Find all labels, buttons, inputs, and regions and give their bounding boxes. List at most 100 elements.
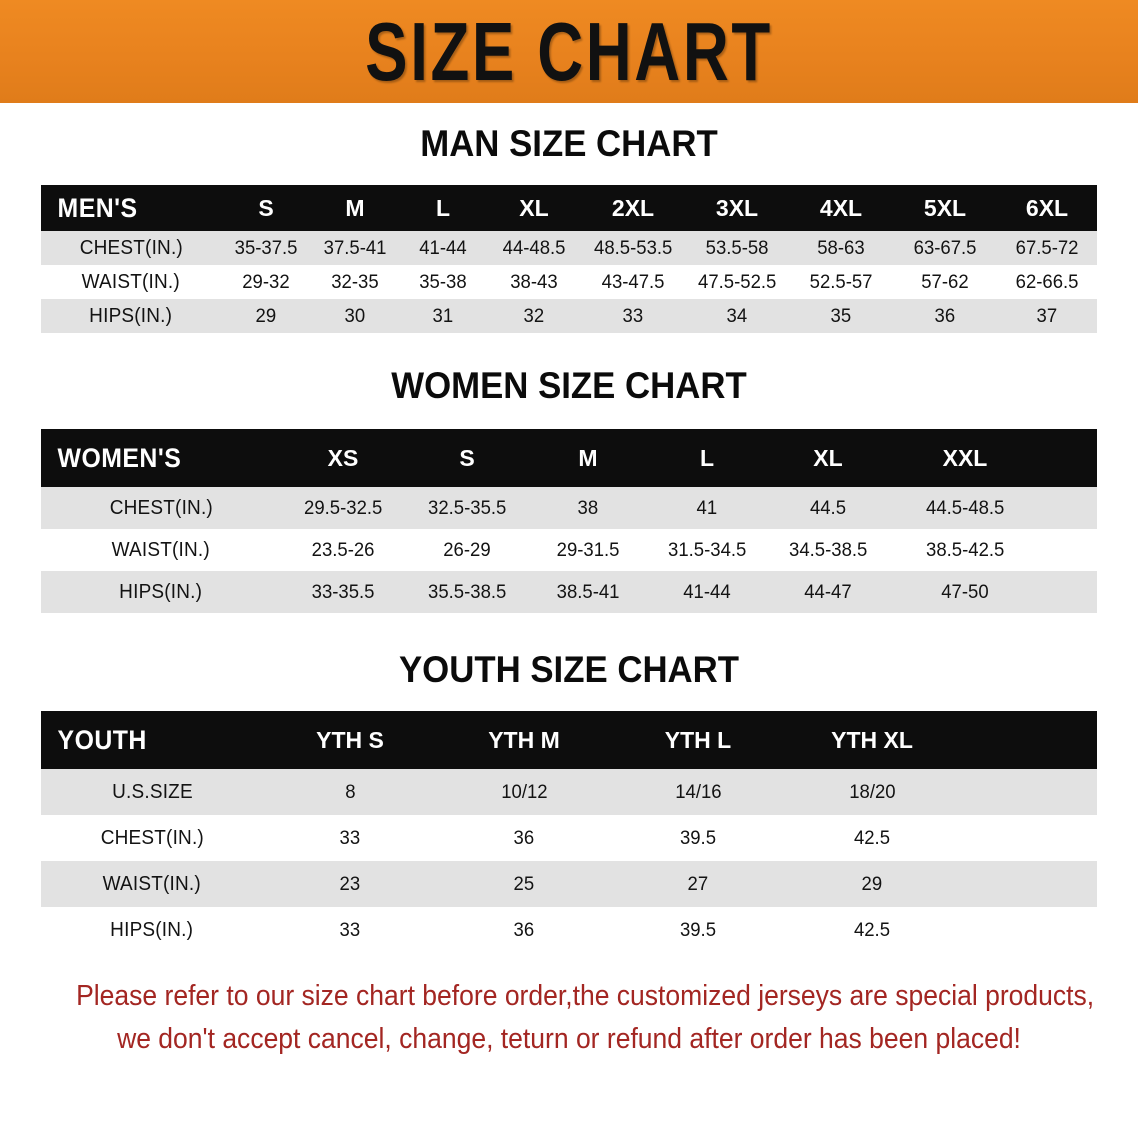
men-cell-value: 34 <box>726 304 748 327</box>
youth-cell: 18/20 <box>785 769 959 815</box>
youth-row-label-text: HIPS(IN.) <box>110 918 194 941</box>
women-cell-value: 26-29 <box>443 538 491 561</box>
women-row-label: CHEST(IN.) <box>41 487 281 529</box>
women-cell: 33-35.5 <box>281 571 405 613</box>
women-cell-value: 38 <box>577 496 599 519</box>
men-cell: 37.5-41 <box>311 231 399 265</box>
men-cell: 33 <box>581 299 685 333</box>
youth-cell-value: 33 <box>339 826 361 849</box>
men-cell: 32-35 <box>311 265 399 299</box>
men-cell-value: 62-66.5 <box>1015 270 1079 293</box>
youth-cell-value: 10/12 <box>500 780 548 803</box>
women-column-header: XXL <box>889 429 1041 487</box>
women-row-label: WAIST(IN.) <box>41 529 281 571</box>
women-cell: 41 <box>647 487 767 529</box>
men-cell-value: 57-62 <box>921 270 969 293</box>
men-cell: 47.5-52.5 <box>685 265 789 299</box>
men-cell: 29 <box>221 299 311 333</box>
men-cell-value: 48.5-53.5 <box>593 236 673 259</box>
men-column-header-text: L <box>435 194 451 221</box>
men-row-label-text: WAIST(IN.) <box>81 270 181 293</box>
men-cell: 52.5-57 <box>789 265 893 299</box>
youth-cell-spacer <box>959 769 1097 815</box>
youth-cell-value: 25 <box>513 872 535 895</box>
youth-size-table: YOUTH YTH S YTH M YTH L YTH XL U.S.SIZE 8 10/12… <box>41 711 1097 953</box>
youth-column-header: YTH M <box>437 711 611 769</box>
men-column-header-text: 6XL <box>1025 194 1069 221</box>
women-cell-value: 35.5-38.5 <box>427 580 507 603</box>
men-cell: 35-37.5 <box>221 231 311 265</box>
men-column-header-text: S <box>258 194 274 221</box>
men-row-label-text: HIPS(IN.) <box>89 304 173 327</box>
men-column-header: L <box>399 185 487 231</box>
youth-cell-value: 14/16 <box>674 780 722 803</box>
women-cell: 44.5-48.5 <box>889 487 1041 529</box>
women-column-header: S <box>405 429 529 487</box>
youth-cell: 42.5 <box>785 907 959 953</box>
men-cell-value: 36 <box>934 304 956 327</box>
women-column-header: L <box>647 429 767 487</box>
youth-cell: 23 <box>263 861 437 907</box>
youth-cell-value: 36 <box>513 918 535 941</box>
women-header-row: WOMEN'S XS S M L XL XXL <box>41 429 1097 487</box>
men-cell-value: 35 <box>830 304 852 327</box>
men-cell-value: 58-63 <box>817 236 865 259</box>
women-cell-value: 31.5-34.5 <box>667 538 747 561</box>
men-cell-value: 44-48.5 <box>502 236 566 259</box>
youth-cell: 14/16 <box>611 769 785 815</box>
men-cell: 31 <box>399 299 487 333</box>
men-column-header: S <box>221 185 311 231</box>
men-cell-value: 35-37.5 <box>234 236 298 259</box>
youth-row-label: WAIST(IN.) <box>41 861 263 907</box>
men-cell: 62-66.5 <box>997 265 1097 299</box>
youth-cell: 10/12 <box>437 769 611 815</box>
women-cell: 38 <box>529 487 647 529</box>
men-cell: 48.5-53.5 <box>581 231 685 265</box>
youth-cell-spacer <box>959 907 1097 953</box>
man-section-title: MAN SIZE CHART <box>420 123 718 164</box>
women-row-label: HIPS(IN.) <box>41 571 281 613</box>
women-cell-spacer <box>1041 571 1097 613</box>
youth-column-header: YTH S <box>263 711 437 769</box>
men-cell: 37 <box>997 299 1097 333</box>
youth-column-header: YTH L <box>611 711 785 769</box>
women-column-header-text: XL <box>813 444 843 471</box>
youth-cell-value: 39.5 <box>679 826 717 849</box>
women-column-header: M <box>529 429 647 487</box>
youth-row-label-text: U.S.SIZE <box>111 780 193 803</box>
women-column-header-text: XXL <box>942 444 988 471</box>
women-cell-spacer <box>1041 487 1097 529</box>
youth-header-row: YOUTH YTH S YTH M YTH L YTH XL <box>41 711 1097 769</box>
men-cell: 35 <box>789 299 893 333</box>
youth-row-label-text: WAIST(IN.) <box>102 872 202 895</box>
youth-cell-value: 39.5 <box>679 918 717 941</box>
women-cell-value: 29-31.5 <box>556 538 620 561</box>
men-cell: 53.5-58 <box>685 231 789 265</box>
men-cell-value: 35-38 <box>419 270 467 293</box>
women-cell: 35.5-38.5 <box>405 571 529 613</box>
women-column-header: XS <box>281 429 405 487</box>
women-cell: 38.5-41 <box>529 571 647 613</box>
youth-cell: 33 <box>263 907 437 953</box>
youth-cell: 42.5 <box>785 815 959 861</box>
youth-cell: 36 <box>437 907 611 953</box>
youth-cell: 33 <box>263 815 437 861</box>
man-table-wrap: MEN'S S M L XL 2XL 3XL 4XL 5XL 6XL CHEST(IN.) 35-37… <box>41 185 1097 333</box>
women-cell: 32.5-35.5 <box>405 487 529 529</box>
men-cell-value: 37 <box>1036 304 1058 327</box>
man-size-table: MEN'S S M L XL 2XL 3XL 4XL 5XL 6XL CHEST(IN.) 35-37… <box>41 185 1097 333</box>
men-cell: 32 <box>487 299 581 333</box>
table-row: WAIST(IN.) 23.5-26 26-29 29-31.5 31.5-34.5 34… <box>41 529 1097 571</box>
men-column-header-text: 3XL <box>715 194 759 221</box>
men-cell-value: 30 <box>344 304 366 327</box>
men-cell-value: 67.5-72 <box>1015 236 1079 259</box>
women-cell-value: 34.5-38.5 <box>788 538 868 561</box>
table-row: CHEST(IN.) 35-37.5 37.5-41 41-44 44-48.5 48.5… <box>41 231 1097 265</box>
men-corner-label-text: MEN'S <box>57 192 138 223</box>
youth-cell-value: 42.5 <box>853 918 891 941</box>
youth-cell: 36 <box>437 815 611 861</box>
table-row: HIPS(IN.) 33-35.5 35.5-38.5 38.5-41 41-44 44-… <box>41 571 1097 613</box>
youth-column-header-text: YTH XL <box>831 726 913 753</box>
men-header-row: MEN'S S M L XL 2XL 3XL 4XL 5XL 6XL <box>41 185 1097 231</box>
men-cell: 43-47.5 <box>581 265 685 299</box>
